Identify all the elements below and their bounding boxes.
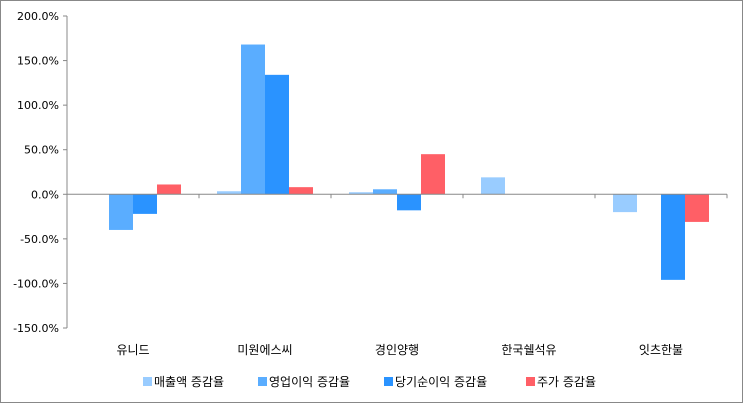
legend-label: 당기순이익 증감율 — [395, 375, 487, 389]
y-tick-label: -100.0% — [13, 277, 59, 290]
legend-label: 주가 증감율 — [537, 375, 596, 389]
bar-1-2 — [217, 191, 241, 195]
bar-1-5 — [613, 194, 637, 213]
y-tick-label: 100.0% — [17, 99, 59, 112]
legend-swatch — [143, 377, 152, 386]
y-tick-label: 0.0% — [31, 188, 59, 201]
y-tick-label: 150.0% — [17, 55, 59, 68]
y-tick-label: 200.0% — [17, 10, 59, 23]
legend-swatch — [526, 377, 535, 386]
bar-2-3 — [373, 189, 397, 195]
y-tick-label: 50.0% — [24, 144, 59, 157]
legend-swatch — [384, 377, 393, 386]
legend-swatch — [258, 377, 267, 386]
legend-label: 영업이익 증감율 — [269, 375, 350, 389]
category-label: 한국쉘석유 — [501, 343, 556, 357]
bar-2-1 — [109, 194, 133, 230]
bar-4-5 — [685, 194, 709, 222]
bar-1-3 — [349, 192, 373, 195]
category-label: 잇츠한불 — [639, 343, 683, 357]
legend-label: 매출액 증감율 — [154, 375, 224, 389]
bar-3-2 — [265, 74, 289, 195]
bar-3-5 — [661, 194, 685, 280]
bar-1-4 — [481, 177, 505, 195]
bar-4-1 — [157, 184, 181, 195]
bar-3-1 — [133, 194, 157, 214]
bar-3-3 — [397, 194, 421, 211]
bar-2-2 — [241, 44, 265, 195]
y-tick-label: -150.0% — [13, 322, 59, 335]
category-label: 미원에스씨 — [237, 343, 292, 357]
y-tick-label: -50.0% — [20, 233, 59, 246]
bar-4-3 — [421, 154, 445, 195]
category-label: 유니드 — [116, 343, 149, 357]
category-label: 경인양행 — [375, 342, 419, 357]
bar-4-2 — [289, 187, 313, 195]
